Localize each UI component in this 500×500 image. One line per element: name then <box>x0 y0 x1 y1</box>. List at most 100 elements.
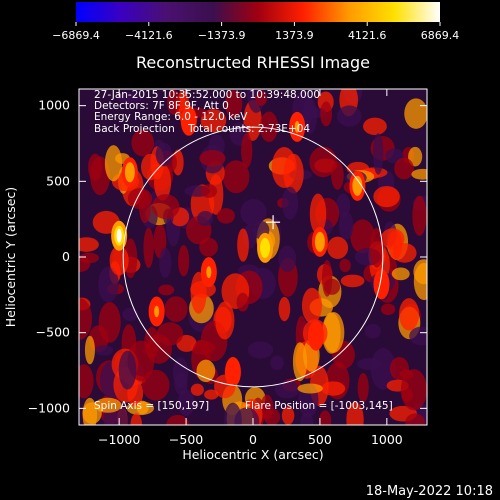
pattern-blob <box>94 397 122 413</box>
image-area <box>79 89 427 425</box>
source-core <box>294 121 300 133</box>
colorbar-tick-label: 1373.9 <box>275 29 314 42</box>
pattern-blob <box>130 413 143 425</box>
pattern-blob <box>197 210 214 226</box>
pattern-blob <box>131 129 155 157</box>
source-core <box>230 366 236 378</box>
annotation-energy-range: Energy Range: 6.0 - 12.0 keV <box>94 111 248 123</box>
x-tick-label: 1000 <box>371 432 403 447</box>
pattern-blob <box>337 105 362 127</box>
pattern-blob <box>79 237 99 252</box>
pattern-blob <box>373 185 400 208</box>
pattern-blob <box>324 278 341 295</box>
pattern-blob <box>322 312 341 354</box>
colorbar-tick-label: −6869.4 <box>52 29 100 42</box>
colorbar-tick-label: −1373.9 <box>198 29 246 42</box>
pattern-blob <box>259 111 279 143</box>
pattern-blob <box>380 303 396 316</box>
flare-position-label: Flare Position = [-1003,145] <box>245 400 393 412</box>
pattern-blob <box>320 101 333 127</box>
pattern-blob <box>178 245 190 277</box>
pattern-blob <box>122 307 139 322</box>
pattern-blob <box>394 157 414 180</box>
pattern-blob <box>200 108 227 133</box>
source-core <box>354 179 360 192</box>
y-axis-label: Heliocentric Y (arcsec) <box>3 187 18 327</box>
pattern-blob <box>79 255 91 272</box>
bright-sources <box>111 105 390 388</box>
pattern-blob <box>84 335 95 365</box>
crosshair-marker <box>266 215 281 230</box>
pattern-blob <box>301 287 322 324</box>
annotation-time-range: 27-Jan-2015 10:35:52.000 to 10:39:48.000 <box>94 89 320 101</box>
source-core <box>262 241 268 255</box>
pattern-blob <box>172 357 189 388</box>
pattern-blob <box>350 219 375 254</box>
pattern-blob <box>236 292 249 312</box>
pattern-blob <box>222 160 250 194</box>
pattern-blob <box>158 284 175 296</box>
pattern-blob <box>215 301 235 340</box>
pattern-blob <box>138 190 151 224</box>
pattern-blob <box>140 153 160 181</box>
pattern-blob <box>255 90 268 106</box>
pattern-blob <box>79 364 94 399</box>
pattern-blob <box>364 323 381 339</box>
source-core <box>127 166 133 179</box>
x-tick-label: 500 <box>308 432 332 447</box>
source-core <box>206 266 212 279</box>
pattern-blob <box>391 267 410 281</box>
pattern-blob <box>278 296 291 322</box>
colorbar-tick-label: −4121.6 <box>125 29 173 42</box>
pattern-blob <box>357 372 369 403</box>
colorbar-tick-label: 4121.6 <box>348 29 387 42</box>
pattern-blob <box>240 198 267 226</box>
pattern-blob <box>155 142 173 167</box>
colorbar-ticks <box>75 22 441 26</box>
pattern-blob <box>79 298 93 340</box>
chart-title: Reconstructed RHESSI Image <box>136 53 370 72</box>
pattern-blob <box>278 245 297 273</box>
source-core <box>186 115 192 127</box>
spin-axis-label: Spin Axis = [150,197] <box>94 400 209 412</box>
x-tick-label: −1000 <box>98 432 140 447</box>
pattern-blob <box>270 355 284 371</box>
pattern-blob <box>297 383 323 394</box>
pattern-blob <box>339 258 351 273</box>
x-axis-label: Heliocentric X (arcsec) <box>182 447 323 462</box>
pattern-blob <box>98 266 119 303</box>
pattern-blob <box>190 271 207 314</box>
pattern-blob <box>104 145 123 182</box>
y-axis-ticks: −1000 −500 0 500 1000 <box>28 98 427 415</box>
pattern-blob <box>321 381 346 396</box>
pattern-blob <box>167 89 181 115</box>
pattern-blob <box>164 296 188 322</box>
pattern-blob <box>204 389 219 400</box>
pattern-blob <box>400 369 427 411</box>
pattern-blob <box>94 345 114 356</box>
footer-timestamp: 18-May-2022 10:18 <box>366 484 493 499</box>
pattern-blob <box>373 133 384 175</box>
pattern-blob <box>413 262 427 301</box>
pattern-blob <box>190 383 204 396</box>
pattern-blob <box>327 236 349 259</box>
pattern-blob <box>346 401 364 425</box>
pattern-blob <box>260 394 274 421</box>
pattern-blob <box>274 380 300 399</box>
colorbar-tick-labels: −6869.4 −4121.6 −1373.9 1373.9 4121.6 6869.4 <box>52 29 459 42</box>
source-core <box>313 329 319 342</box>
pattern-blob <box>166 414 190 425</box>
pattern-blob <box>340 274 365 288</box>
pattern-blob <box>151 194 180 220</box>
y-tick-label: 1000 <box>38 98 70 113</box>
pattern-blob <box>404 98 427 129</box>
pattern-blob <box>177 389 195 416</box>
x-tick-label: −500 <box>169 432 203 447</box>
pattern-blob <box>199 150 226 167</box>
pattern-blob <box>405 413 425 425</box>
y-tick-label: −1000 <box>28 400 70 415</box>
pattern-blob <box>196 359 216 383</box>
pattern-blob <box>409 326 427 346</box>
pattern-blob <box>281 406 295 425</box>
pattern-blob <box>88 153 103 182</box>
